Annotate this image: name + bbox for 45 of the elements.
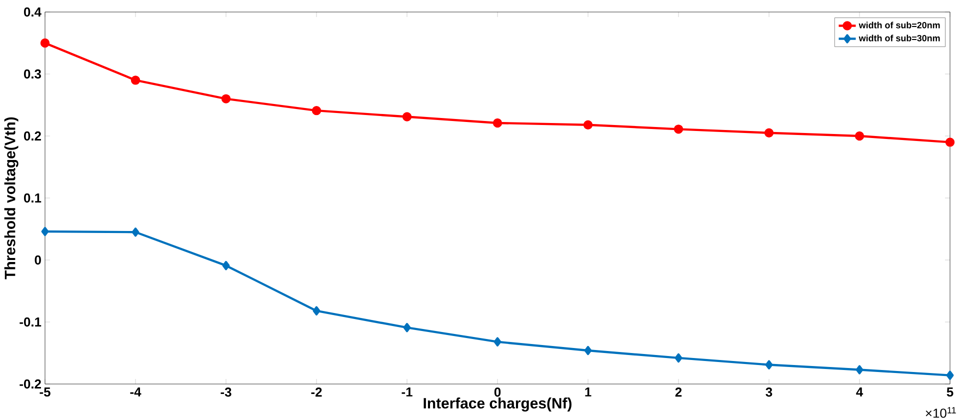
x-tick-label: -5 — [40, 388, 50, 397]
point — [946, 370, 954, 380]
x-tick-label: 3 — [766, 388, 772, 397]
x-tick-label: -4 — [130, 388, 142, 396]
point — [40, 38, 50, 48]
point — [674, 124, 684, 134]
x-tick-label: 2 — [675, 388, 682, 397]
point — [765, 360, 773, 370]
point — [41, 226, 49, 236]
point — [312, 106, 322, 116]
x-tick-label: -2 — [311, 388, 322, 397]
point — [312, 306, 320, 316]
point — [856, 365, 864, 374]
point — [402, 112, 412, 122]
y-tick-label: -0.1 — [20, 317, 42, 327]
x-tick-label: -3 — [220, 388, 232, 397]
point — [854, 131, 864, 141]
point — [492, 118, 502, 128]
x-tick-label: 0 — [494, 388, 501, 397]
x-tick-label: 1 — [585, 388, 592, 396]
point — [130, 76, 140, 85]
point — [132, 228, 140, 237]
point — [494, 337, 502, 346]
point — [584, 346, 592, 356]
y-tick-label: 0 — [34, 255, 41, 265]
y-axis-title: Threshold voltage(Vth) — [4, 117, 18, 280]
y-tick-label: 0.3 — [24, 69, 42, 79]
y-tick-label: -0.2 — [20, 379, 41, 389]
point — [674, 353, 682, 363]
legend-label: width of sub=20nm — [858, 22, 940, 28]
point — [764, 128, 774, 138]
point — [222, 260, 230, 270]
x-tick-label: -1 — [402, 388, 412, 396]
point — [403, 322, 411, 332]
text: ×10$^{11}$ — [926, 407, 956, 418]
point — [221, 94, 231, 104]
x-tick-label: 5 — [946, 388, 954, 397]
point — [945, 138, 955, 147]
legend-label: width of sub=30nm — [858, 34, 940, 42]
y-tick-label: 0.1 — [24, 193, 42, 203]
y-tick-label: 0.4 — [24, 7, 42, 17]
x-tick-label: 4 — [856, 388, 864, 396]
y-tick-label: 0.2 — [24, 131, 41, 141]
point — [583, 120, 593, 130]
x-axis-title: Interface charges(Nf) — [424, 398, 572, 412]
